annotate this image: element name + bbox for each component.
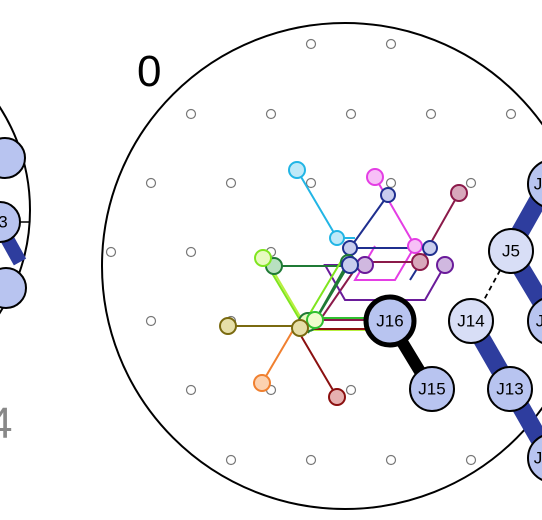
main-panel: 0	[101, 22, 542, 510]
svg-text:J15: J15	[418, 380, 445, 399]
hub-olive	[291, 319, 309, 337]
branch-endpoints	[219, 161, 468, 406]
node-J5: J5	[488, 228, 534, 274]
endpoint-cyan	[288, 161, 306, 179]
endpoint-cyan-2	[329, 230, 345, 246]
endpoint-navy-3	[422, 240, 438, 256]
endpoint-navy-2	[342, 240, 358, 256]
panel-label-left: 4	[0, 399, 12, 448]
junction-nodes: J5 J14 J16 J15 J13 J	[363, 161, 542, 481]
grid-dots	[105, 38, 517, 466]
svg-text:J: J	[534, 449, 542, 468]
branch-cyan	[296, 169, 355, 239]
node-J-mid-right: J	[527, 298, 542, 344]
node-J-bottom-right: J	[527, 435, 542, 481]
endpoint-maroon	[450, 184, 468, 202]
endpoint-navy	[380, 187, 396, 203]
branch-green	[274, 261, 350, 334]
main-panel-boundary	[101, 22, 542, 510]
endpoint-darkred	[328, 388, 346, 406]
endpoint-lightgreen	[254, 249, 272, 267]
endpoint-purple-2	[356, 256, 374, 274]
hub-cluster-1	[341, 256, 359, 274]
svg-text:J14: J14	[457, 312, 484, 331]
left-panel: 3 4	[0, 105, 31, 448]
endpoint-olive	[219, 317, 237, 335]
branch-darkred	[295, 328, 378, 398]
endpoint-orange	[253, 374, 271, 392]
node-J-top-right: J	[527, 161, 542, 207]
left-node-2-label: 3	[0, 213, 8, 232]
node-J13: J13	[487, 366, 533, 412]
svg-text:J5: J5	[502, 242, 520, 261]
endpoint-magenta	[366, 168, 384, 186]
node-J15: J15	[409, 366, 455, 412]
endpoint-purple	[436, 256, 454, 274]
left-panel-boundary	[0, 105, 31, 315]
node-J16: J16	[363, 294, 417, 348]
left-node-1	[0, 137, 26, 179]
svg-text:J16: J16	[376, 312, 403, 331]
node-J14: J14	[448, 298, 494, 344]
svg-text:J13: J13	[496, 380, 523, 399]
svg-text:J: J	[534, 175, 542, 194]
branch-lines	[228, 169, 460, 398]
hub-lime	[306, 311, 324, 329]
endpoint-maroon-2	[411, 253, 429, 271]
svg-text:J: J	[536, 312, 542, 331]
left-node-3	[0, 267, 27, 309]
panel-label-main: 0	[137, 47, 161, 96]
endpoint-magenta-2	[407, 238, 423, 254]
